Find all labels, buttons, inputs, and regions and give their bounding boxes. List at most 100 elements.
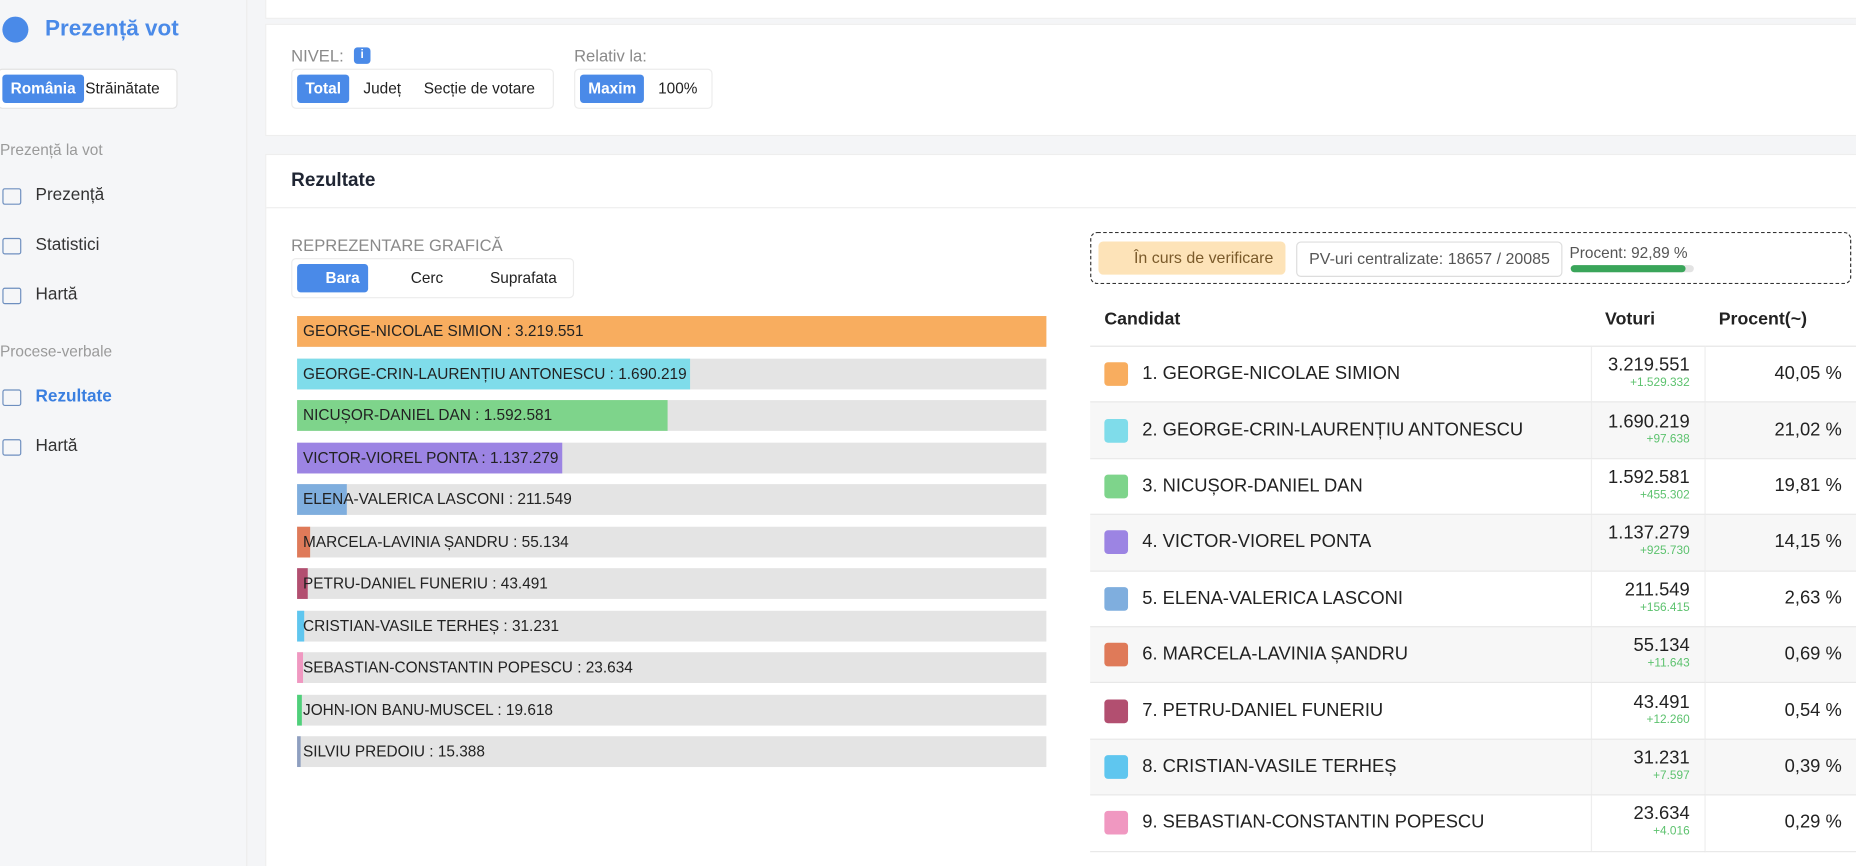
candidate-cell: 1. GEORGE-NICOLAE SIMION [1090,346,1591,403]
tab[interactable]: România [2,74,84,103]
delta: +156.415 [1639,601,1690,615]
bar-track: VICTOR-VIOREL PONTA : 1.137.279 [297,442,1047,473]
level-label: NIVEL: [291,46,344,66]
votes: 1.592.581 [1608,467,1690,488]
row: 6. MARCELA-LAVINIA ȘANDRU 55.134 +11.643 0,… [1090,626,1856,684]
top-card [265,0,1856,19]
bar-track: ELENA-VALERICA LASCONI : 211.549 [297,484,1047,515]
option[interactable]: Județ [363,79,402,98]
delta: +7.597 [1653,769,1690,783]
bar-label: GEORGE-NICOLAE SIMION : 3.219.551 [303,321,584,340]
option[interactable]: Total [297,74,350,103]
bar [297,610,305,641]
bar-track: NICUȘOR-DANIEL DAN : 1.592.581 [297,400,1047,431]
swatch [1104,755,1129,779]
candidate-cell: 4. VICTOR-VIOREL PONTA [1090,514,1591,572]
nav-item[interactable]: Rezultate [35,387,112,406]
candidate-cell: 3. NICUȘOR-DANIEL DAN [1090,458,1591,516]
results-title: Rezultate [291,170,376,191]
progress-track [1570,265,1694,273]
bar [297,526,310,557]
bar-track: GEORGE-NICOLAE SIMION : 3.219.551 [297,316,1047,347]
swatch [1104,698,1129,723]
bar-track: CRISTIAN-VASILE TERHEȘ : 31.231 [297,610,1047,641]
brand: Prezență vot [44,16,179,42]
swatch [1104,530,1129,555]
votes-cell: 1.137.279 +925.730 [1590,514,1706,572]
delta: +12.260 [1646,713,1690,727]
votes-cell: 23.634 +4.016 [1590,794,1706,852]
bar [297,358,691,389]
bar [297,316,1047,347]
option[interactable]: 100% [658,79,698,98]
header: Voturi [1590,292,1705,347]
bar-label: PETRU-DANIEL FUNERIU : 43.491 [303,574,548,592]
progress-label: Procent: 92,89 % [1569,243,1688,262]
votes: 1.690.219 [1608,411,1690,432]
nav-item[interactable]: Prezență [35,185,105,205]
filter-card: NIVEL: i Total Județ Secție de votare Re… [265,23,1856,137]
option[interactable]: Bara [297,263,369,293]
votes: 55.134 [1633,635,1690,656]
delta: +97.638 [1646,432,1690,446]
tab[interactable]: Străinătate [85,79,160,98]
row: 8. CRISTIAN-VASILE TERHEȘ 31.231 +7.597 0,3… [1090,738,1856,796]
candidate-cell: 7. PETRU-DANIEL FUNERIU [1090,682,1591,740]
bar-label: SEBASTIAN-CONSTANTIN POPESCU : 23.634 [303,658,633,676]
candidate-cell: 6. MARCELA-LAVINIA ȘANDRU [1090,626,1591,684]
bar-label: NICUȘOR-DANIEL DAN : 1.592.581 [303,405,553,424]
bar-track: JOHN-ION BANU-MUSCEL : 19.618 [297,694,1047,725]
divider [266,207,1856,209]
bar-track: PETRU-DANIEL FUNERIU : 43.491 [297,568,1047,599]
votes-cell: 1.592.581 +455.302 [1590,458,1706,516]
bar-label: MARCELA-LAVINIA ȘANDRU : 55.134 [303,532,569,550]
relative-group: Maxim 100% [574,68,713,109]
option[interactable]: Maxim [579,74,645,103]
votes: 1.137.279 [1608,523,1690,544]
candidate: 4. VICTOR-VIOREL PONTA [1142,532,1372,553]
nav-item[interactable]: Statistici [35,235,100,255]
icon [2,389,22,406]
candidate-cell: 2. GEORGE-CRIN-LAURENȚIU ANTONESCU [1090,402,1591,460]
votes-cell: 1.690.219 +97.638 [1590,402,1706,460]
option[interactable]: Cerc [410,268,444,287]
bar-track: SEBASTIAN-CONSTANTIN POPESCU : 23.634 [297,652,1047,683]
votes-cell: 31.231 +7.597 [1590,738,1706,796]
bar-label: VICTOR-VIOREL PONTA : 1.137.279 [303,448,559,466]
bar-label: JOHN-ION BANU-MUSCEL : 19.618 [303,700,553,718]
delta: +925.730 [1639,544,1690,558]
votes: 43.491 [1633,691,1690,713]
percent: 14,15 % [1704,514,1856,572]
votes-cell: 55.134 +11.643 [1590,626,1706,684]
row: 1. GEORGE-NICOLAE SIMION 3.219.551 +1.529.… [1090,346,1856,403]
icon [2,439,22,456]
row: 3. NICUȘOR-DANIEL DAN 1.592.581 +455.302 19… [1090,458,1856,516]
bar [297,442,562,473]
percent: 0,39 % [1704,738,1856,796]
row: 2. GEORGE-CRIN-LAURENȚIU ANTONESCU 1.690.… [1090,402,1856,460]
bar [297,652,303,683]
bar-track: SILVIU PREDOIU : 15.388 [297,736,1047,768]
swatch [1104,586,1129,611]
option[interactable]: Suprafata [490,268,557,287]
row: 7. PETRU-DANIEL FUNERIU 43.491 +12.260 0,54… [1090,682,1856,740]
votes: 31.231 [1633,747,1690,769]
percent: 0,29 % [1704,794,1856,852]
icon [2,237,22,255]
row: 9. SEBASTIAN-CONSTANTIN POPESCU 23.634 +4.… [1090,794,1856,852]
nav-item[interactable]: Hartă [35,436,78,456]
option[interactable]: Secție de votare [423,79,535,98]
swatch [1104,362,1129,387]
bar [297,484,347,515]
icon [2,287,22,305]
candidate: 9. SEBASTIAN-CONSTANTIN POPESCU [1142,812,1485,833]
chart-type-group: Bara Cerc Suprafata [291,258,575,299]
info-badge[interactable]: i [353,47,371,64]
bar-label: SILVIU PREDOIU : 15.388 [303,742,485,760]
nav-item[interactable]: Hartă [35,285,78,305]
votes-cell: 211.549 +156.415 [1590,570,1706,628]
country-tabs: România Străinătate [0,68,178,109]
percent: 2,63 % [1704,570,1856,628]
